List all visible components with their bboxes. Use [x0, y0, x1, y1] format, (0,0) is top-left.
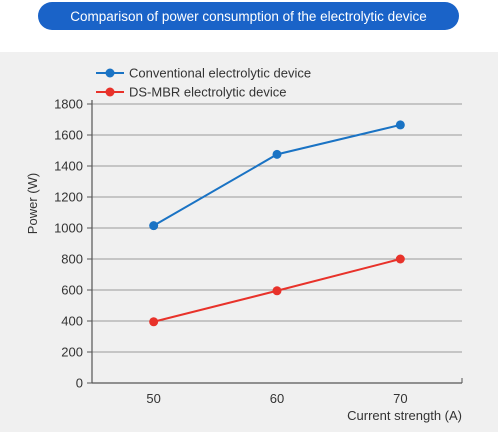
- data-point: [272, 286, 282, 296]
- y-tick-label: 1200: [54, 190, 83, 205]
- x-tick-label: 50: [146, 391, 160, 406]
- chart-title: Comparison of power consumption of the e…: [38, 2, 459, 30]
- legend: Conventional electrolytic device DS-MBR e…: [96, 66, 311, 100]
- series-lines: [149, 120, 405, 327]
- chart-panel: [0, 52, 498, 432]
- data-point: [395, 120, 405, 130]
- y-tick-label: 1600: [54, 128, 83, 143]
- y-tick-label: 600: [61, 283, 83, 298]
- data-point: [395, 254, 405, 264]
- grid-lines: [92, 103, 462, 353]
- legend-swatch-marker: [105, 87, 115, 97]
- y-tick-label: 200: [61, 345, 83, 360]
- y-tick-label: 400: [61, 314, 83, 329]
- axes: [87, 100, 463, 384]
- legend-entry: Conventional electrolytic device: [129, 66, 311, 81]
- y-axis-label: Power (W): [25, 173, 40, 234]
- y-tick-labels: 0 200 400 600 800 1000 1200 1400 1600 1800: [54, 97, 83, 391]
- y-tick-label: 1400: [54, 159, 83, 174]
- x-tick-label: 60: [270, 391, 284, 406]
- x-tick-label: 70: [393, 391, 407, 406]
- y-tick-label: 1800: [54, 97, 83, 112]
- data-point: [272, 149, 282, 159]
- legend-entry: DS-MBR electrolytic device: [129, 85, 287, 100]
- y-tick-label: 800: [61, 252, 83, 267]
- x-axis-label: Current strength (A): [347, 408, 462, 423]
- y-tick-label: 0: [76, 376, 83, 391]
- data-point: [149, 221, 159, 231]
- series-line-1: [153, 123, 401, 227]
- legend-swatch-marker: [105, 68, 115, 78]
- x-tick-labels: 50 60 70: [146, 391, 407, 406]
- data-point: [149, 317, 159, 327]
- y-tick-label: 1000: [54, 221, 83, 236]
